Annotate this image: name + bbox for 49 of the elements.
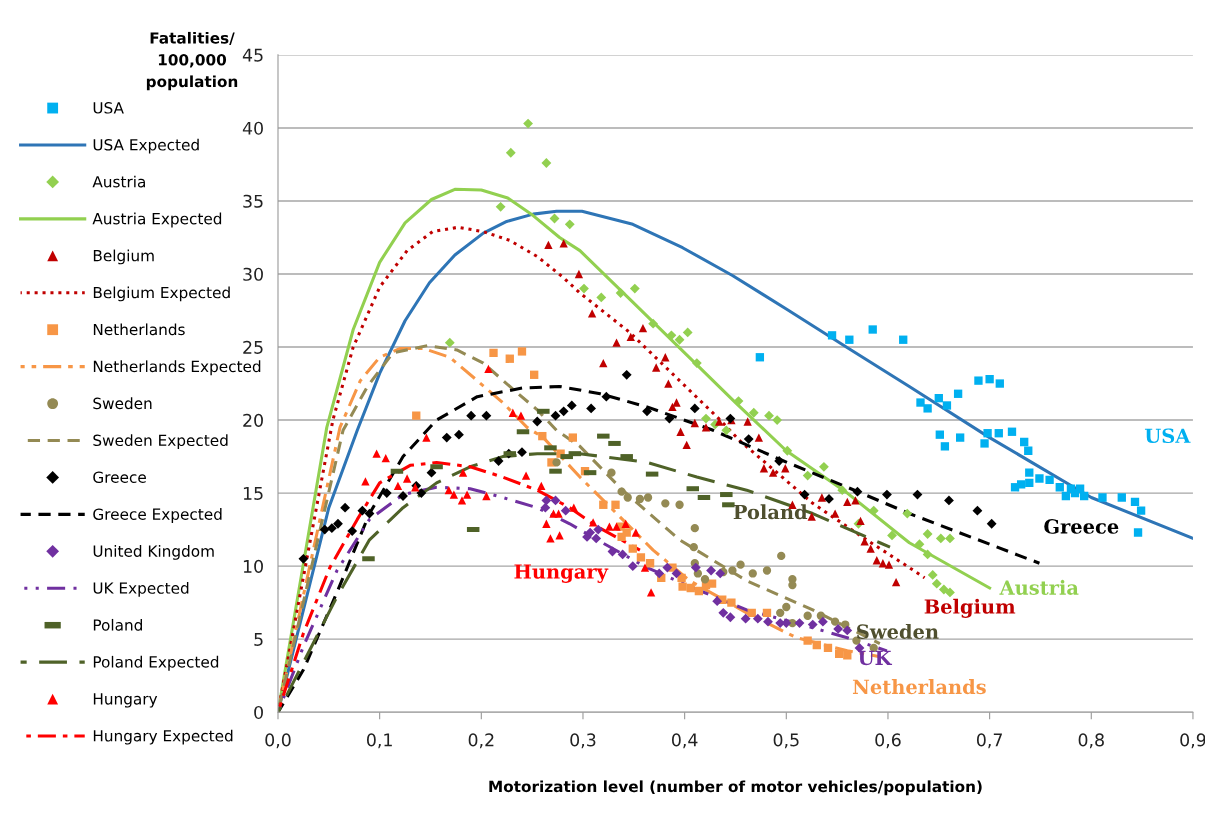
annotation: Hungary xyxy=(514,564,609,583)
y-tick-label: 45 xyxy=(242,48,263,62)
legend-label: Austria Expected xyxy=(92,212,222,228)
legend-label: Belgium Expected xyxy=(93,286,230,302)
annotation: Belgium xyxy=(924,598,1016,618)
y-tick-label: 15 xyxy=(243,487,263,500)
legend-label: United Kingdom xyxy=(93,545,214,560)
y-tick-label: 0 xyxy=(254,705,263,720)
y-tick-label: 30 xyxy=(243,267,263,281)
x-tick-label: 0,3 xyxy=(570,733,596,749)
legend-label: Sweden xyxy=(93,397,152,410)
x-tick-label: 0,4 xyxy=(671,733,698,749)
annotation: Greece xyxy=(1044,519,1119,534)
legend-label: USA Expected xyxy=(93,138,199,154)
x-tick-label: 0,1 xyxy=(367,733,392,749)
y-tick-label: 40 xyxy=(242,121,263,135)
annotation: UK xyxy=(858,650,893,666)
legend-label: Poland xyxy=(93,618,142,631)
x-axis-title: Motorization level (number of motor vehicles/population) xyxy=(489,780,982,796)
x-tick-label: 0,9 xyxy=(1180,733,1205,749)
legend-label: UK Expected xyxy=(93,582,189,597)
annotation: Poland xyxy=(733,504,808,520)
annotation: Netherlands xyxy=(852,679,986,695)
y-tick-label: 25 xyxy=(243,340,263,354)
x-tick-label: 0,6 xyxy=(875,733,901,749)
annotation: Austria xyxy=(999,579,1079,595)
y-tick-label: 20 xyxy=(243,413,263,427)
x-tick-label: 0,8 xyxy=(1078,733,1104,749)
legend-label: Belgium xyxy=(93,249,154,265)
legend-label: Hungary Expected xyxy=(93,729,233,745)
legend-label: Netherlands xyxy=(93,323,185,336)
annotation: Sweden xyxy=(857,623,939,639)
x-tick-label: 0,0 xyxy=(265,733,291,749)
legend-label: Netherlands Expected xyxy=(93,360,261,376)
y-axis-title: Fatalities/ 100,000 population xyxy=(146,31,238,91)
legend-label: Hungary xyxy=(93,693,158,708)
y-tick-label: 5 xyxy=(254,633,263,646)
legend-label: Greece Expected xyxy=(93,508,222,523)
legend-label: Sweden Expected xyxy=(93,434,228,450)
annotation: USA xyxy=(1144,428,1191,444)
legend-label: Greece xyxy=(93,471,146,484)
legend-label: USA xyxy=(93,102,124,114)
y-tick-label: 35 xyxy=(243,194,263,208)
y-tick-label: 10 xyxy=(243,559,263,573)
legend-label: Poland Expected xyxy=(93,655,219,671)
legend-label: Austria xyxy=(92,175,145,188)
x-tick-label: 0,2 xyxy=(468,733,494,749)
x-tick-label: 0,7 xyxy=(976,733,1002,749)
x-tick-label: 0,5 xyxy=(773,733,799,749)
